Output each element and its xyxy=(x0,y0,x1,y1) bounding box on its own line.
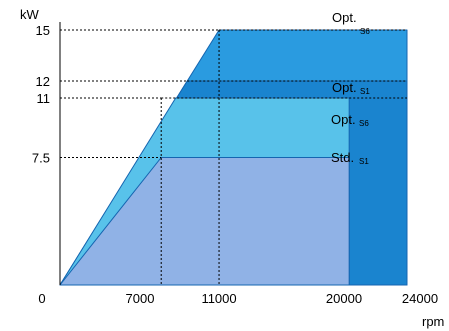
guide-lines xyxy=(60,29,407,285)
x-tick-label: 24000 xyxy=(402,291,438,306)
series-label-main: Opt. xyxy=(332,80,357,95)
series-label-main: Opt. xyxy=(331,112,356,127)
series-label-sub: S6 xyxy=(360,27,370,36)
series-area-4 xyxy=(59,157,350,286)
series-label-sub: S1 xyxy=(359,157,369,166)
y-tick-label: 11 xyxy=(37,91,51,106)
y-tick-label: 12 xyxy=(36,74,50,89)
series-label-sub: S6 xyxy=(359,119,369,128)
x-tick-label: 11000 xyxy=(201,291,236,306)
series-label-main: Opt. xyxy=(332,10,357,25)
series-label-sub: S1 xyxy=(360,87,370,96)
x-axis-title: rpm xyxy=(422,314,444,329)
x-tick-labels: 0 7000 11000 20000 24000 xyxy=(38,291,438,306)
x-tick-label: 7000 xyxy=(126,291,155,306)
series-label-main: Std. xyxy=(331,150,354,165)
x-tick-label: 20000 xyxy=(326,291,362,306)
y-axis-title: kW xyxy=(20,7,40,22)
series-areas xyxy=(59,29,408,286)
y-tick-label: 15 xyxy=(36,23,50,38)
y-tick-labels: 15 12 11 7.5 xyxy=(32,23,50,166)
y-tick-label: 7.5 xyxy=(32,151,50,166)
x-tick-label: 0 xyxy=(38,291,45,306)
